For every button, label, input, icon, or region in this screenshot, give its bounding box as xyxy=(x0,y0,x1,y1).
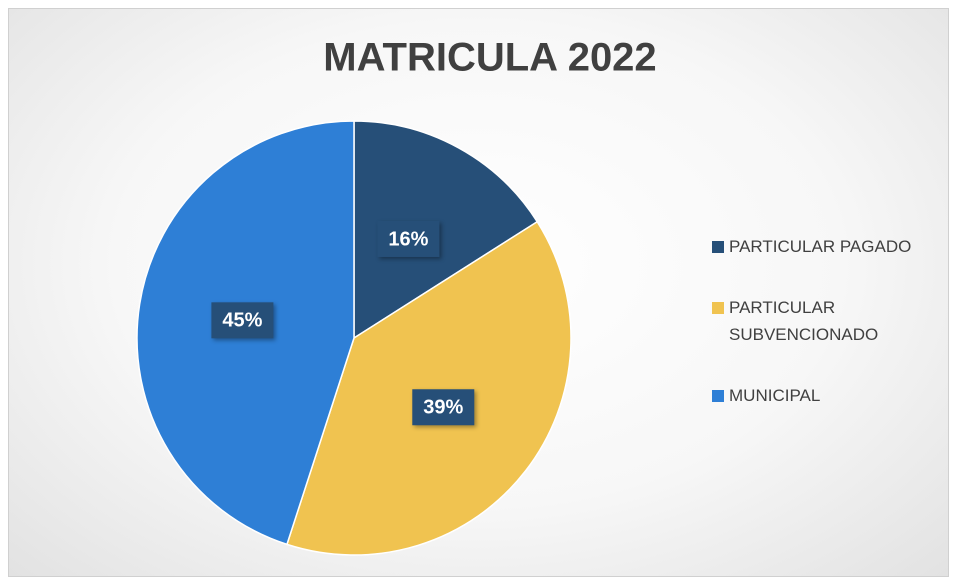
legend-item: MUNICIPAL xyxy=(712,382,947,409)
legend-swatch xyxy=(712,302,724,314)
legend-swatch xyxy=(712,241,724,253)
legend-label: PARTICULAR SUBVENCIONADO xyxy=(729,298,879,344)
pie-slice xyxy=(285,220,572,556)
legend: PARTICULAR PAGADO PARTICULAR SUBVENCIONAD… xyxy=(712,233,947,409)
data-label: 16% xyxy=(388,228,428,250)
data-label-box xyxy=(377,220,440,257)
data-label-box xyxy=(412,389,475,426)
pie-slice xyxy=(353,120,539,340)
legend-label: PARTICULAR PAGADO xyxy=(729,237,912,256)
data-label: 45% xyxy=(222,310,262,332)
legend-swatch xyxy=(712,390,724,402)
legend-item: PARTICULAR PAGADO xyxy=(712,233,947,260)
data-label-box xyxy=(211,302,274,339)
legend-label: MUNICIPAL xyxy=(729,386,821,405)
data-label: 39% xyxy=(423,397,463,419)
chart-title: MATRICULA 2022 xyxy=(323,36,656,80)
legend-item: PARTICULAR SUBVENCIONADO xyxy=(712,294,947,348)
